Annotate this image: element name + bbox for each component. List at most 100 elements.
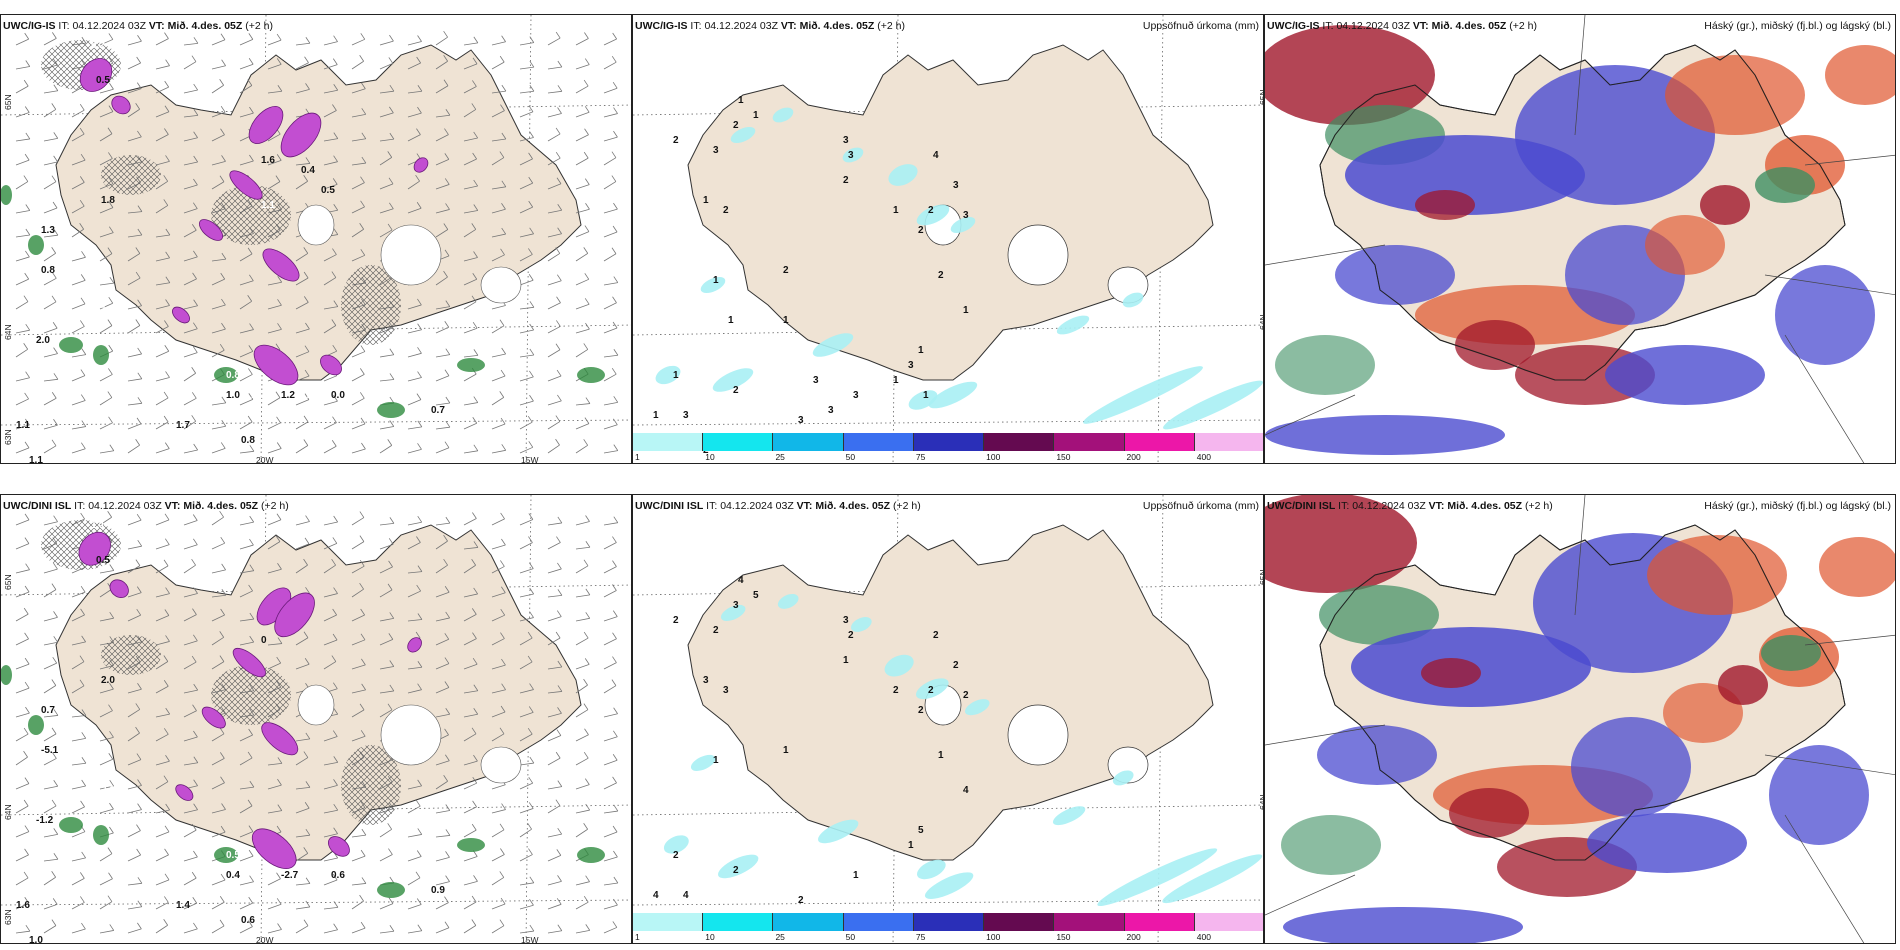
header-it-label: IT: bbox=[58, 20, 70, 32]
colorbar-segment bbox=[1194, 433, 1263, 451]
header-it-label: IT: bbox=[690, 20, 702, 32]
colorbar-segment bbox=[1194, 913, 1263, 931]
colorbar-label: 1 bbox=[635, 452, 640, 462]
map-value-label: 2 bbox=[933, 630, 939, 641]
header-it-label: IT: bbox=[706, 500, 718, 512]
map-value-label: 2 bbox=[938, 270, 944, 281]
map-value-label: 2 bbox=[963, 690, 969, 701]
map-value-label: 1.8 bbox=[101, 195, 115, 206]
header-vt-label: VT: bbox=[148, 20, 165, 32]
colorbar-segment bbox=[913, 913, 985, 931]
colorbar-label: 400 bbox=[1196, 932, 1211, 942]
header-vt: Mið. 4.des. 05Z bbox=[1431, 20, 1507, 32]
map-value-label: 1 bbox=[938, 750, 944, 761]
map-value-label: 1.0 bbox=[251, 390, 265, 401]
cloud-cover-panel-dini-isl: UWC/DINI ISL IT: 04.12.2024 03Z VT: Mið.… bbox=[1264, 494, 1896, 944]
header-vt-label: VT: bbox=[780, 20, 797, 32]
colorbar-label: 75 bbox=[915, 452, 926, 462]
header-it: 04.12.2024 03Z bbox=[720, 500, 794, 512]
header-it-label: IT: bbox=[74, 500, 86, 512]
colorbar-label: 150 bbox=[1056, 932, 1071, 942]
header-vt-label: VT: bbox=[164, 500, 181, 512]
map-value-label: 4 bbox=[933, 150, 939, 161]
colorbar-segment bbox=[984, 913, 1055, 931]
colorbar-segment bbox=[843, 913, 914, 931]
header-it: 04.12.2024 03Z bbox=[88, 500, 162, 512]
map-value-label: 0.7 bbox=[41, 705, 55, 716]
map-value-label: 1.3 bbox=[41, 225, 55, 236]
map-canvas bbox=[1265, 15, 1895, 463]
map-value-label: 0.7 bbox=[586, 350, 600, 361]
map-value-label: 1 bbox=[843, 655, 849, 666]
map-value-label: 2.0 bbox=[101, 675, 115, 686]
map-value-label: 2 bbox=[928, 685, 934, 696]
map-value-label: 1.1 bbox=[16, 420, 30, 431]
map-value-label: 1 bbox=[923, 390, 929, 401]
map-value-label: 1 bbox=[713, 275, 719, 286]
map-value-label: 1 bbox=[963, 305, 969, 316]
header-it: 04.12.2024 03Z bbox=[1352, 500, 1426, 512]
map-canvas bbox=[633, 495, 1263, 943]
header-it-label: IT: bbox=[1322, 20, 1334, 32]
panel-header: UWC/DINI ISL IT: 04.12.2024 03Z VT: Mið.… bbox=[3, 500, 289, 512]
map-value-label: 1 bbox=[783, 745, 789, 756]
colorbar-label: 1 bbox=[635, 932, 640, 942]
header-model: UWC/IG-IS bbox=[635, 20, 688, 32]
header-model: UWC/DINI ISL bbox=[3, 500, 72, 512]
map-value-label: 1 bbox=[893, 205, 899, 216]
colorbar-segment bbox=[1054, 913, 1125, 931]
panel-right-title: Uppsöfnuð úrkoma (mm) bbox=[1142, 500, 1259, 512]
precip-wind-panel-ig-is: UWC/IG-IS IT: 04.12.2024 03Z VT: Mið. 4.… bbox=[0, 14, 632, 464]
map-value-label: 3 bbox=[908, 360, 914, 371]
panel-header: UWC/DINI ISL IT: 04.12.2024 03Z VT: Mið.… bbox=[1267, 500, 1553, 512]
header-model: UWC/DINI ISL bbox=[1267, 500, 1336, 512]
axis-tick-label: 20W bbox=[256, 935, 274, 944]
map-value-label: 3 bbox=[843, 615, 849, 626]
header-lead: (+2 h) bbox=[245, 20, 273, 32]
header-model: UWC/IG-IS bbox=[1267, 20, 1320, 32]
axis-tick-label: 20W bbox=[256, 455, 274, 464]
colorbar-label: 400 bbox=[1196, 452, 1211, 462]
map-value-label: 3 bbox=[703, 675, 709, 686]
panel-header: UWC/IG-IS IT: 04.12.2024 03Z VT: Mið. 4.… bbox=[3, 20, 273, 32]
map-value-label: 4 bbox=[683, 890, 689, 901]
map-value-label: 3 bbox=[683, 410, 689, 421]
header-vt-label: VT: bbox=[796, 500, 813, 512]
map-value-label: 1 bbox=[893, 375, 899, 386]
map-value-label: 1 bbox=[728, 315, 734, 326]
map-value-label: 0.7 bbox=[251, 870, 265, 881]
map-value-label: 0.5 bbox=[96, 555, 110, 566]
header-lead: (+2 h) bbox=[1524, 500, 1553, 512]
map-value-label: 2 bbox=[953, 660, 959, 671]
colorbar-label: 75 bbox=[915, 932, 926, 942]
map-value-label: 2.7 bbox=[301, 870, 315, 881]
map-value-label: 1 bbox=[713, 755, 719, 766]
map-canvas bbox=[1265, 495, 1895, 943]
map-value-label: 3 bbox=[843, 135, 849, 146]
map-value-label: 1.0 bbox=[226, 390, 240, 401]
map-value-label: 3 bbox=[853, 390, 859, 401]
map-value-label: 0.6 bbox=[241, 915, 255, 926]
map-value-label: 0 bbox=[261, 635, 267, 646]
panel-right-title: Háský (gr.), miðský (fj.bl.) og lágský (… bbox=[1704, 500, 1891, 512]
header-model: UWC/IG-IS bbox=[3, 20, 56, 32]
map-value-label: 3 bbox=[723, 685, 729, 696]
map-value-label: 1.2 bbox=[281, 390, 295, 401]
map-value-label: 1 bbox=[703, 195, 709, 206]
map-value-label: 1 bbox=[753, 110, 759, 121]
header-lead: (+2 h) bbox=[877, 20, 905, 32]
map-value-label: 2 bbox=[918, 225, 924, 236]
map-value-label: 1.8 bbox=[101, 305, 115, 316]
panel-right-title: Uppsöfnuð úrkoma (mm) bbox=[1142, 20, 1259, 32]
map-value-label: 1.0 bbox=[29, 935, 43, 944]
map-value-label: 1 bbox=[673, 370, 679, 381]
precip-colorbar: 1 10 25 50 75 100 150 200 400 bbox=[633, 433, 1263, 463]
axis-tick-label: 64N bbox=[3, 804, 13, 820]
map-value-label: 0.9 bbox=[431, 885, 445, 896]
map-value-label: 1 bbox=[918, 345, 924, 356]
map-value-label: -1.2 bbox=[36, 815, 54, 826]
map-value-label: 0.9 bbox=[391, 915, 405, 926]
colorbar-label: 100 bbox=[986, 932, 1001, 942]
map-value-label: 1.4 bbox=[176, 900, 190, 911]
map-value-label: 2 bbox=[783, 265, 789, 276]
